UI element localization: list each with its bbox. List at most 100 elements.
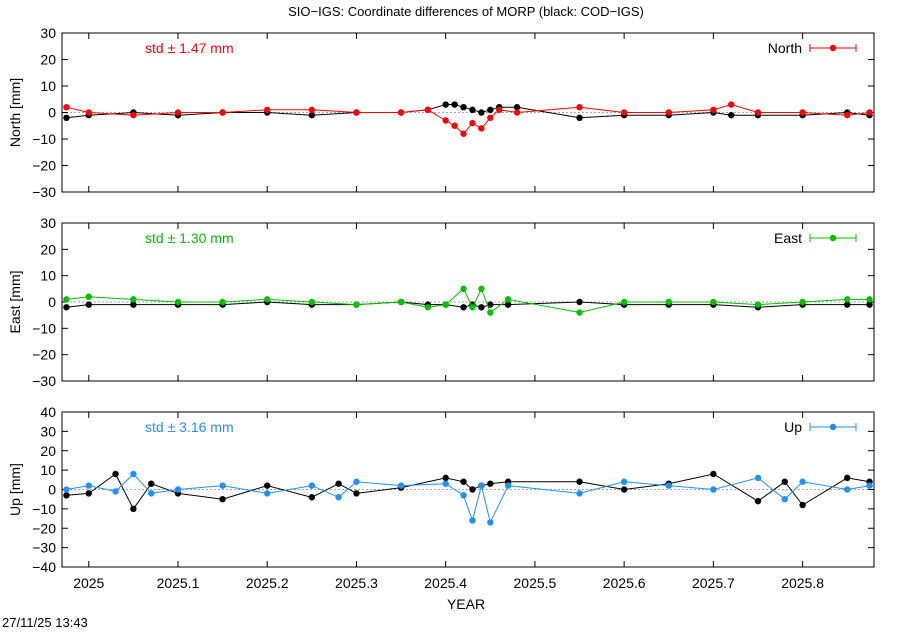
data-point-east (469, 304, 476, 311)
x-tick-label: 2025.7 (692, 575, 735, 591)
data-point-north (460, 130, 467, 137)
data-point-north (576, 104, 583, 111)
legend-marker (829, 44, 837, 52)
y-tick-label: −10 (32, 501, 56, 517)
data-point-east (353, 301, 360, 308)
data-point-reference (799, 501, 806, 509)
series-line-reference (66, 301, 870, 308)
data-point-up (130, 470, 137, 478)
x-tick-label: 2025.8 (781, 575, 824, 591)
std-label: std ± 1.47 mm (145, 40, 234, 56)
data-point-east (85, 293, 92, 300)
data-point-north (799, 109, 806, 116)
y-tick-label: −10 (32, 131, 56, 147)
data-point-north (174, 109, 182, 116)
y-tick-label: −30 (32, 184, 56, 200)
data-point-reference (112, 470, 119, 478)
data-point-north (451, 122, 458, 129)
y-axis-label: Up [mm] (7, 463, 23, 516)
data-point-reference (63, 304, 70, 311)
data-point-up (264, 490, 271, 497)
legend-label: East (774, 230, 802, 246)
data-point-north (487, 114, 494, 122)
data-point-reference (487, 106, 494, 114)
data-point-north (754, 109, 762, 116)
data-point-reference (844, 474, 851, 482)
data-point-up (487, 519, 494, 526)
y-tick-label: −40 (32, 559, 56, 575)
data-point-up (148, 490, 155, 497)
x-tick-label: 2025.4 (424, 575, 467, 591)
x-axis-label: YEAR (447, 596, 485, 612)
legend-label: North (768, 40, 802, 56)
data-point-reference (308, 494, 316, 501)
y-tick-label: 20 (40, 241, 56, 257)
data-point-east (63, 296, 70, 303)
data-point-reference (442, 101, 449, 108)
data-point-east (174, 298, 182, 306)
data-point-up (335, 494, 342, 501)
y-axis-label: North [mm] (7, 78, 23, 147)
data-point-east (754, 301, 762, 308)
y-tick-label: −20 (32, 520, 56, 536)
data-point-up (112, 488, 119, 495)
y-tick-label: 10 (40, 462, 56, 478)
y-tick-label: 10 (40, 268, 56, 284)
y-tick-label: 20 (40, 443, 56, 459)
data-point-reference (63, 114, 70, 122)
data-point-north (397, 109, 405, 116)
timestamp: 27/11/25 13:43 (2, 615, 88, 630)
data-point-reference (478, 304, 485, 311)
y-tick-label: −20 (32, 158, 56, 174)
data-point-reference (844, 301, 851, 308)
data-point-up (504, 482, 512, 489)
data-point-up (308, 482, 316, 489)
data-point-up (844, 486, 851, 493)
data-point-up (620, 478, 628, 485)
data-point-reference (85, 490, 92, 497)
data-point-up (799, 478, 806, 485)
data-point-north (728, 101, 735, 108)
data-point-reference (754, 497, 762, 505)
panel-east: 30 20 10 0 −10 −20 −30 East [mm] std ± 1.30 mm Ea… (7, 215, 875, 389)
y-axis-label: East [mm] (7, 270, 23, 333)
data-point-north (219, 109, 226, 116)
data-point-north (710, 106, 717, 114)
data-point-up (754, 474, 762, 482)
data-point-north (620, 109, 628, 116)
data-point-reference (576, 478, 583, 485)
data-point-north (442, 117, 449, 124)
legend-label: Up (784, 419, 802, 435)
data-point-east (576, 309, 583, 316)
data-point-north (844, 111, 851, 119)
y-tick-label: 30 (40, 215, 56, 231)
data-point-reference (130, 301, 137, 308)
data-point-north (264, 106, 271, 114)
data-point-reference (451, 101, 458, 108)
data-point-north (308, 106, 316, 114)
data-point-east (866, 296, 873, 303)
data-point-reference (264, 482, 271, 489)
data-point-reference (335, 480, 342, 487)
data-point-reference (478, 109, 485, 116)
data-point-reference (576, 114, 583, 122)
data-point-reference (469, 486, 476, 493)
data-point-east (710, 298, 717, 306)
y-tick-label: −20 (32, 347, 56, 363)
data-point-east (264, 296, 271, 303)
data-point-north (478, 125, 485, 132)
data-point-up (576, 490, 583, 497)
data-point-north (63, 104, 70, 111)
data-point-reference (460, 104, 467, 111)
data-point-reference (442, 474, 449, 482)
data-point-north (130, 111, 137, 119)
data-point-up (174, 486, 182, 493)
panel-north: 30 20 10 0 −10 −20 −30 North [mm] std ± 1.47 mm N… (7, 25, 875, 200)
data-point-east (504, 296, 512, 303)
data-point-up (397, 482, 405, 489)
y-tick-label: 20 (40, 52, 56, 68)
data-point-reference (710, 470, 717, 478)
legend-marker (829, 423, 837, 431)
series-line-reference (66, 473, 870, 510)
